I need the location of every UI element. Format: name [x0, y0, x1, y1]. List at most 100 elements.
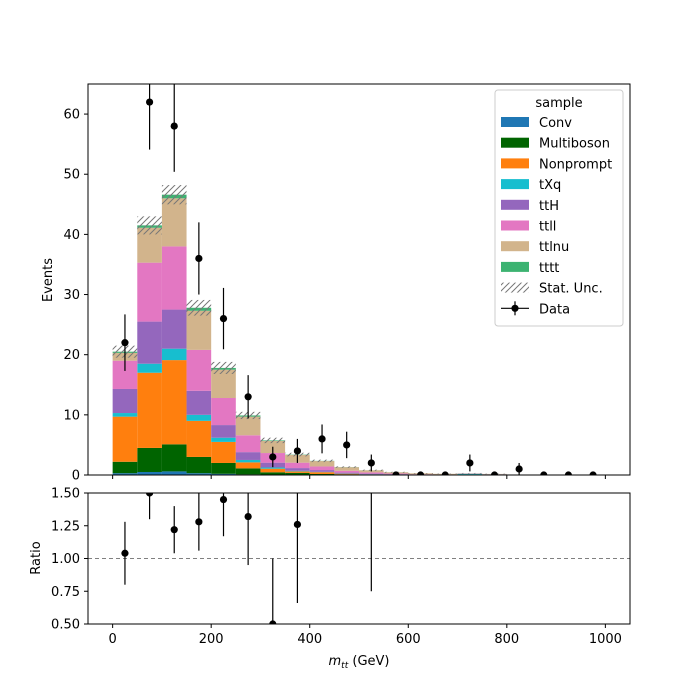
- legend-swatch: [501, 261, 529, 272]
- ratio-y-tick-label-1: 0.75: [51, 585, 80, 600]
- bar-multiboson-1: [137, 447, 162, 472]
- ratio-point-3: [195, 518, 203, 526]
- legend-swatch: [501, 282, 529, 293]
- top-y-tick-label-6: 60: [63, 108, 80, 123]
- stacked-histogram: [112, 194, 507, 475]
- stat-unc-4: [211, 361, 236, 374]
- data-point-0: [121, 339, 129, 347]
- bar-ttll-3: [186, 349, 212, 391]
- bar-tth-5: [235, 452, 261, 460]
- data-point-3: [195, 254, 203, 263]
- bar-multiboson-2: [161, 444, 187, 472]
- data-point-4: [219, 315, 228, 323]
- bar-ttll-8: [309, 466, 335, 471]
- bar-ttll-10: [359, 472, 384, 474]
- stat-unc-14: [457, 472, 483, 474]
- bar-conv-4: [211, 473, 236, 475]
- top-x-ticks: [112, 475, 606, 479]
- bar-tth-1: [137, 321, 162, 364]
- ratio-panel: 0.50 0.75 1.00 1.25 1.50 0 200 400 600 800 1000 R…: [29, 487, 631, 671]
- bar-ttlnu-9: [334, 467, 359, 471]
- data-point-5: [244, 393, 252, 401]
- bar-tth-3: [186, 390, 212, 415]
- legend-entry-nonprompt: Nonprompt: [501, 157, 612, 172]
- bar-multiboson-7: [285, 472, 310, 475]
- bar-nonprompt-6: [260, 468, 286, 473]
- top-y-tick-label-5: 50: [63, 168, 80, 183]
- bar-tth-7: [285, 468, 310, 471]
- bar-ttll-5: [235, 435, 261, 453]
- legend-entry-multiboson: Multiboson: [501, 137, 610, 152]
- top-y-tick-label-1: 10: [63, 408, 80, 423]
- data-point-11: [392, 471, 400, 475]
- bar-ttlnu-2: [161, 198, 187, 247]
- data-point-2: [170, 122, 178, 130]
- bar-tth-0: [112, 388, 138, 414]
- legend-label: Nonprompt: [539, 157, 612, 172]
- x-tick-label-5: 1000: [589, 632, 622, 647]
- legend-label: Conv: [539, 116, 572, 131]
- ratio-point-7: [293, 520, 302, 529]
- bar-ttll-4: [211, 398, 236, 426]
- bar-nonprompt-5: [235, 462, 261, 469]
- bar-ttll-7: [285, 462, 310, 469]
- bar-multiboson-4: [211, 462, 236, 474]
- bar-nonprompt-0: [112, 416, 138, 462]
- bar-multiboson-5: [235, 468, 261, 475]
- ratio-point-4: [219, 495, 228, 504]
- stat-unc-6: [260, 437, 286, 444]
- bar-nonprompt-4: [211, 441, 236, 463]
- data-point-7: [293, 447, 302, 455]
- top-y-tick-label-4: 40: [63, 228, 80, 243]
- data-point-8: [318, 435, 326, 443]
- bar-tth-10: [359, 473, 384, 475]
- bar-nonprompt-7: [285, 471, 310, 473]
- data-point-14: [466, 459, 474, 467]
- x-tick-label-1: 200: [199, 632, 224, 647]
- ratio-point-1: [145, 493, 154, 497]
- bar-nonprompt-1: [137, 372, 162, 448]
- x-axis: 0 200 400 600 800 1000: [108, 624, 622, 647]
- legend-label: Stat. Unc.: [539, 282, 603, 297]
- bar-conv-1: [137, 471, 162, 475]
- bar-nonprompt-8: [309, 472, 335, 474]
- bar-txq-14: [457, 473, 483, 475]
- bar-ttlnu-8: [309, 461, 335, 467]
- bar-multiboson-0: [112, 461, 138, 474]
- bar-conv-3: [186, 473, 212, 475]
- bar-multiboson-8: [309, 473, 335, 475]
- ratio-y-tick-label-2: 1.00: [51, 552, 80, 567]
- bar-nonprompt-9: [334, 473, 359, 475]
- top-y-tick-label-3: 30: [63, 288, 80, 303]
- x-tick-label-0: 0: [108, 632, 116, 647]
- bar-multiboson-6: [260, 472, 286, 475]
- bar-txq-7: [285, 470, 310, 472]
- data-point-10: [367, 459, 375, 467]
- bar-ttlnu-3: [186, 310, 212, 350]
- data-point-13: [441, 471, 449, 475]
- top-axes-frame: [87, 83, 631, 476]
- bar-tth-2: [161, 309, 187, 349]
- legend-label: Multiboson: [539, 137, 610, 152]
- legend-label: ttll: [539, 220, 556, 235]
- ratio-y-tick-label-4: 1.50: [51, 487, 80, 502]
- bar-tth-8: [309, 470, 335, 472]
- bar-conv-0: [112, 473, 138, 475]
- ratio-point-6: [269, 620, 277, 624]
- bar-txq-5: [235, 459, 261, 463]
- top-y-tick-label-0: 0: [72, 469, 80, 484]
- legend-title: sample: [535, 96, 582, 111]
- data-point-12: [416, 471, 425, 475]
- bar-txq-1: [137, 363, 162, 373]
- legend-swatch: [501, 137, 529, 148]
- data-point-19: [589, 471, 597, 475]
- legend-entry-tttt: tttt: [501, 261, 559, 276]
- bar-tth-4: [211, 425, 236, 438]
- data-point-18: [564, 471, 573, 475]
- legend-swatch: [501, 158, 529, 169]
- bar-txq-2: [161, 348, 187, 361]
- bar-ttll-2: [161, 246, 187, 310]
- bar-ttll-9: [334, 470, 359, 473]
- legend-entry-tth: ttH: [501, 199, 559, 214]
- bar-multiboson-3: [186, 456, 212, 474]
